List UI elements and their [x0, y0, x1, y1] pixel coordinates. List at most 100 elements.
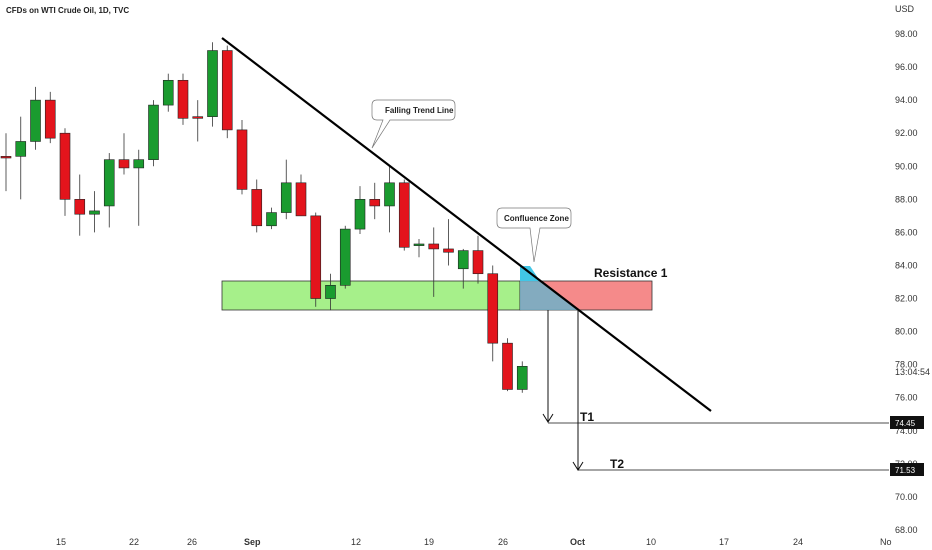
candle-down [443, 219, 454, 266]
candle-body [74, 199, 86, 215]
candle-body [384, 182, 395, 207]
y-tick-label: 68.00 [895, 525, 918, 535]
y-tick-label: 70.00 [895, 492, 918, 502]
candle-body [266, 212, 277, 227]
candle-body [103, 159, 115, 207]
x-tick-label: 10 [646, 537, 656, 547]
x-tick-label: 26 [187, 537, 197, 547]
trend-line-callout-label: Falling Trend Line [385, 106, 454, 115]
candle-body [59, 132, 71, 200]
x-tick-label: 15 [56, 537, 66, 547]
candle-body [89, 210, 100, 215]
y-tick-label: 94.00 [895, 95, 918, 105]
candle-up [133, 149, 145, 226]
candle-down [118, 133, 130, 175]
x-axis: 15 22 26 Sep 12 19 26 Oct 10 17 24 No [56, 537, 892, 547]
confluence-zone-callout-label: Confluence Zone [504, 214, 569, 223]
candle-body [325, 285, 336, 299]
currency-label: USD [895, 4, 915, 14]
x-tick-label: 22 [129, 537, 139, 547]
support-zone-green [221, 280, 521, 311]
candle-up [280, 159, 292, 220]
candle-body [15, 141, 27, 157]
target-1-price-tag [890, 416, 924, 429]
target-2-price-tag-text: 71.53 [895, 466, 916, 475]
candle-body [339, 228, 351, 286]
candle-down [177, 73, 189, 125]
candle-down [295, 174, 307, 217]
y-tick-label: 96.00 [895, 62, 918, 72]
candle-up [15, 116, 27, 200]
x-tick-label: Sep [244, 537, 261, 547]
target-1-label: T1 [580, 410, 594, 424]
y-tick-label: 80.00 [895, 327, 918, 337]
x-tick-label: 24 [793, 537, 803, 547]
candle-body [472, 250, 484, 275]
candle-body [148, 104, 159, 160]
x-tick-label: 19 [424, 537, 434, 547]
candle-up [266, 207, 277, 230]
candle-down [472, 235, 484, 284]
candle-body [133, 159, 145, 169]
falling-trend-line[interactable] [221, 37, 712, 412]
x-tick-label: Oct [570, 537, 585, 547]
candle-down [398, 179, 410, 251]
trend-line-callout [371, 99, 456, 149]
y-tick-label: 92.00 [895, 128, 918, 138]
candle-body [354, 199, 366, 230]
candle-body [398, 182, 410, 248]
target-1-arrowhead [542, 413, 554, 423]
y-tick-label: 82.00 [895, 294, 918, 304]
candle-down [192, 100, 204, 142]
candle-body [280, 182, 292, 213]
y-tick-label: 98.00 [895, 29, 918, 39]
x-tick-label: 17 [719, 537, 729, 547]
target-2-label: T2 [610, 457, 624, 471]
x-tick-label: 12 [351, 537, 361, 547]
candle-up [457, 248, 469, 289]
candle-up [103, 153, 115, 228]
candle-up [516, 361, 528, 393]
bar-countdown: 13:04:54 [895, 367, 930, 377]
candle-body [207, 50, 218, 117]
candles [0, 42, 528, 393]
candle-up [162, 73, 174, 112]
candle-up [207, 42, 218, 127]
resistance-label: Resistance 1 [594, 266, 668, 280]
y-tick-label: 90.00 [895, 161, 918, 171]
candle-up [325, 273, 336, 311]
candle-up [384, 166, 395, 233]
candle-body [487, 273, 499, 344]
x-tick-label: 26 [498, 537, 508, 547]
candle-up [339, 225, 351, 289]
candle-down [74, 174, 86, 236]
candle-down [369, 182, 381, 220]
candle-down [221, 45, 233, 139]
target-1-price-tag-text: 74.45 [895, 419, 916, 428]
confluence-zone-callout [496, 207, 572, 263]
candle-body [251, 189, 263, 227]
candle-body [295, 182, 307, 217]
confluence-zone-area [520, 266, 580, 310]
y-tick-label: 88.00 [895, 194, 918, 204]
candle-body [0, 156, 12, 159]
candle-down [0, 133, 12, 192]
y-tick-label: 84.00 [895, 260, 918, 270]
candle-body [502, 342, 513, 390]
candle-body [413, 243, 425, 246]
candle-up [354, 186, 366, 235]
candle-body [457, 250, 469, 270]
target-2-price-tag [890, 463, 924, 476]
candle-body [236, 129, 248, 190]
candle-body [192, 116, 204, 119]
candle-up [148, 100, 159, 167]
chart-title: CFDs on WTI Crude Oil, 1D, TVC [6, 6, 129, 15]
candle-down [59, 128, 71, 216]
candle-body [44, 99, 56, 139]
candle-body [221, 50, 233, 131]
y-axis: 98.00 96.00 94.00 92.00 90.00 88.00 86.00 84.00… [895, 29, 918, 535]
candle-body [30, 99, 41, 142]
candle-down [428, 227, 440, 297]
candle-body [162, 79, 174, 106]
